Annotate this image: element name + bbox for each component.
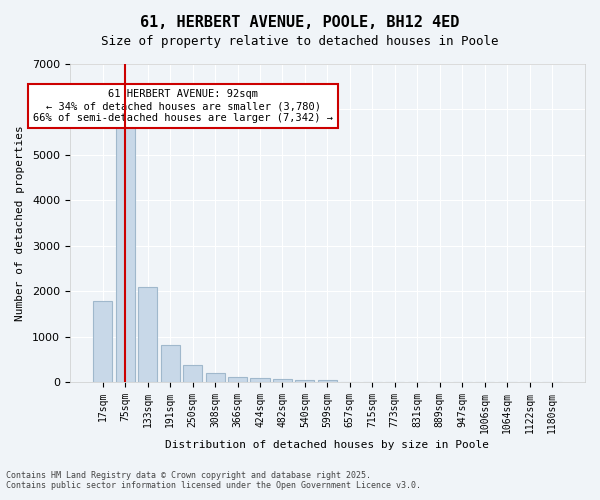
Text: 61, HERBERT AVENUE, POOLE, BH12 4ED: 61, HERBERT AVENUE, POOLE, BH12 4ED — [140, 15, 460, 30]
Bar — [250, 378, 269, 382]
Bar — [228, 377, 247, 382]
Bar — [116, 116, 135, 382]
Bar — [161, 345, 179, 382]
Bar — [295, 380, 314, 382]
X-axis label: Distribution of detached houses by size in Poole: Distribution of detached houses by size … — [166, 440, 490, 450]
Text: 61 HERBERT AVENUE: 92sqm
← 34% of detached houses are smaller (3,780)
66% of sem: 61 HERBERT AVENUE: 92sqm ← 34% of detach… — [33, 90, 333, 122]
Text: Contains HM Land Registry data © Crown copyright and database right 2025.
Contai: Contains HM Land Registry data © Crown c… — [6, 470, 421, 490]
Y-axis label: Number of detached properties: Number of detached properties — [15, 125, 25, 321]
Bar — [273, 379, 292, 382]
Bar — [93, 302, 112, 382]
Bar — [183, 365, 202, 382]
Bar — [206, 372, 224, 382]
Text: Size of property relative to detached houses in Poole: Size of property relative to detached ho… — [101, 35, 499, 48]
Bar — [318, 380, 337, 382]
Bar — [138, 287, 157, 382]
